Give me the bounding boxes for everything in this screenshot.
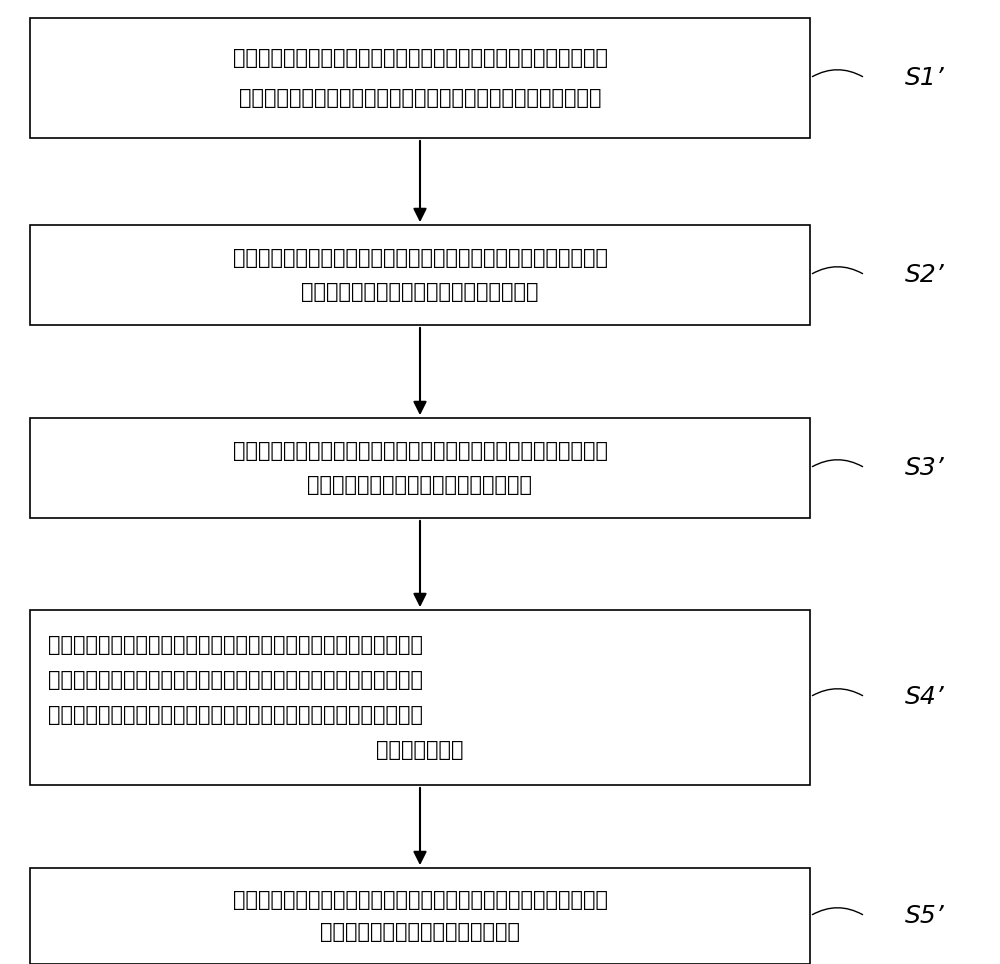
Text: 计算，得出检测周期内的室内温度偏差値: 计算，得出检测周期内的室内温度偏差値 <box>308 474 532 495</box>
FancyArrowPatch shape <box>812 688 863 696</box>
FancyArrowPatch shape <box>812 267 863 274</box>
Text: S4’: S4’ <box>905 685 945 709</box>
Text: 检测周期内的室内温度偏差値确定热泵系统目标控制水温函数中相关: 检测周期内的室内温度偏差値确定热泵系统目标控制水温函数中相关 <box>48 670 423 690</box>
FancyArrowPatch shape <box>812 460 863 467</box>
Text: 前室内使用平均目标温度、热泵系统的当前控制水温以及检测周期: 前室内使用平均目标温度、热泵系统的当前控制水温以及检测周期 <box>239 88 601 108</box>
Text: 过函数计算，得出检测周期内的室温变化値: 过函数计算，得出检测周期内的室温变化値 <box>301 281 539 302</box>
Text: 确定热泵系统目标控制水温函数，根据检测周期内的室温变化値以及: 确定热泵系统目标控制水温函数，根据检测周期内的室温变化値以及 <box>48 635 423 655</box>
Text: 参数，通过热泵系统目标控制水温函数计算得出检测周期内的热泵系: 参数，通过热泵系统目标控制水温函数计算得出检测周期内的热泵系 <box>48 705 423 725</box>
Bar <box>30 18 810 138</box>
Text: S1’: S1’ <box>905 66 945 90</box>
Text: S5’: S5’ <box>905 904 945 928</box>
Text: 统目标控制水温: 统目标控制水温 <box>376 740 464 760</box>
Text: 根据当前室内平均使用温度以及上一次检测周期室内平均使用温度通: 根据当前室内平均使用温度以及上一次检测周期室内平均使用温度通 <box>232 249 608 268</box>
FancyArrowPatch shape <box>812 69 863 76</box>
Bar <box>30 418 810 518</box>
Text: 根据检测周期内的热泵系统目标控制水温，控制热泵系统以检测周期: 根据检测周期内的热泵系统目标控制水温，控制热泵系统以检测周期 <box>232 890 608 910</box>
FancyArrowPatch shape <box>812 908 863 915</box>
Text: S3’: S3’ <box>905 456 945 480</box>
Bar <box>30 225 810 325</box>
Text: 内的热泵系统目标控制水温进行工作: 内的热泵系统目标控制水温进行工作 <box>320 922 520 942</box>
Text: S2’: S2’ <box>905 263 945 287</box>
Text: 获取当前室内平均使用温度、上一次检测周期室内平均使用温度、当: 获取当前室内平均使用温度、上一次检测周期室内平均使用温度、当 <box>232 48 608 68</box>
Text: 根据当前室内使用平均目标温度以及当前室内平均使用温度通过函数: 根据当前室内使用平均目标温度以及当前室内平均使用温度通过函数 <box>232 442 608 462</box>
Bar <box>30 610 810 785</box>
Bar <box>30 868 810 964</box>
